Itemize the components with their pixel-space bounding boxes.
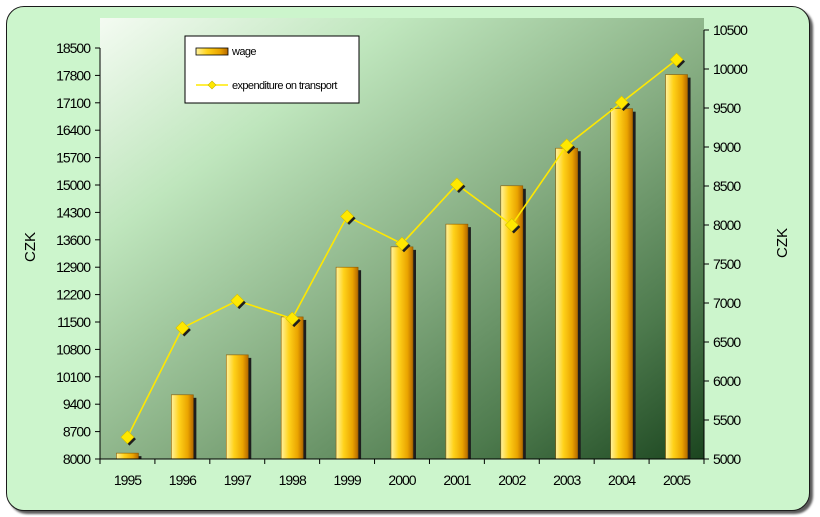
bar-wage xyxy=(445,223,469,460)
tick-label-x: 2001 xyxy=(443,472,471,488)
bar-wage xyxy=(280,316,304,460)
tick-label-x: 2004 xyxy=(608,472,636,488)
legend-transport-label: expenditure on transport xyxy=(232,80,337,92)
marker-transport xyxy=(504,218,519,232)
legend-wage-label: wage xyxy=(231,46,256,58)
tick-label-right: 6000 xyxy=(713,373,741,389)
tick-label-right: 8000 xyxy=(713,217,741,233)
tick-label-right: 9500 xyxy=(713,100,741,116)
tick-label-x: 1998 xyxy=(279,472,307,488)
tick-label-left: 15700 xyxy=(56,150,91,166)
tick-label-left: 11500 xyxy=(57,314,91,330)
tick-label-left: 14300 xyxy=(56,204,91,220)
tick-label-right: 5500 xyxy=(713,412,741,428)
bar-wage xyxy=(116,452,139,460)
marker-transport xyxy=(559,138,574,153)
bar-wage xyxy=(555,147,579,460)
legend-transport-marker xyxy=(207,80,217,90)
tick-label-x: 1999 xyxy=(334,472,362,488)
bar-wage xyxy=(335,266,359,460)
bar-wage xyxy=(390,246,414,460)
bar-wage xyxy=(225,354,249,460)
marker-transport xyxy=(614,95,629,110)
tick-label-right: 10500 xyxy=(713,22,748,38)
tick-label-left: 9400 xyxy=(63,396,91,412)
tick-label-left: 10100 xyxy=(56,369,91,385)
tick-label-right: 9000 xyxy=(713,139,741,155)
tick-label-left: 18500 xyxy=(56,40,91,56)
tick-label-left: 10800 xyxy=(56,341,91,357)
legend-wage-swatch xyxy=(195,47,229,56)
tick-label-left: 12200 xyxy=(56,287,91,303)
marker-transport xyxy=(395,236,409,251)
tick-label-left: 17800 xyxy=(56,67,91,83)
bar-wage xyxy=(610,108,633,460)
marker-transport xyxy=(340,209,355,224)
tick-label-left: 17100 xyxy=(56,95,91,111)
legend-box xyxy=(184,35,360,104)
marker-transport xyxy=(669,52,684,67)
marker-transport xyxy=(449,177,464,192)
tick-label-left: 12900 xyxy=(56,259,91,275)
tick-label-right: 8500 xyxy=(713,178,741,194)
tick-label-left: 8000 xyxy=(63,451,91,467)
bar-wage xyxy=(665,74,688,460)
tick-label-right: 6500 xyxy=(713,334,741,350)
tick-label-x: 2002 xyxy=(498,472,526,488)
tick-label-x: 1995 xyxy=(114,472,142,488)
tick-label-left: 15000 xyxy=(56,177,91,193)
legend: wage expenditure on transport xyxy=(184,35,360,104)
tick-label-right: 7000 xyxy=(713,295,741,311)
marker-transport xyxy=(120,430,135,445)
marker-transport xyxy=(230,293,245,308)
tick-label-left: 8700 xyxy=(63,424,91,440)
tick-label-x: 2003 xyxy=(553,472,581,488)
marker-transport xyxy=(175,321,190,335)
tick-label-x: 2005 xyxy=(663,472,691,488)
y-axis-left-title: CZK xyxy=(22,232,39,262)
tick-label-x: 1997 xyxy=(224,472,252,488)
tick-label-left: 13600 xyxy=(56,232,91,248)
tick-label-right: 7500 xyxy=(713,256,741,272)
tick-label-x: 2000 xyxy=(388,472,416,488)
bar-wage xyxy=(171,394,194,460)
tick-label-x: 1996 xyxy=(169,472,197,488)
y-axis-right-title: CZK xyxy=(774,228,791,258)
tick-label-left: 16400 xyxy=(56,122,91,138)
tick-label-right: 10000 xyxy=(713,61,748,77)
tick-label-right: 5000 xyxy=(713,451,741,467)
marker-transport xyxy=(285,311,300,326)
